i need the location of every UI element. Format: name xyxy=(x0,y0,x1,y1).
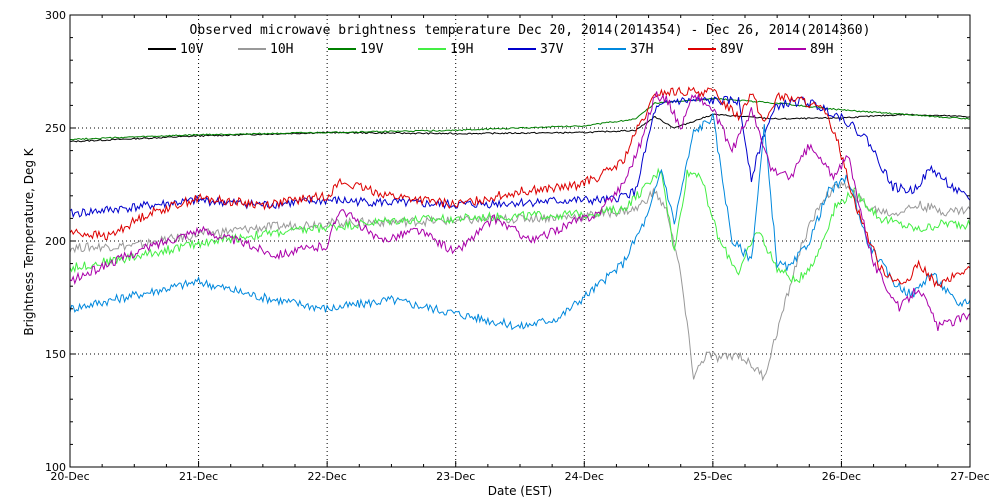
x-tick-label: 26-Dec xyxy=(822,470,861,483)
x-tick-label: 27-Dec xyxy=(950,470,989,483)
legend: 10V 10H 19V 19H 37V 37H 89V 89H xyxy=(148,42,833,57)
legend-label-37V: 37V xyxy=(540,42,564,57)
series-line-19V xyxy=(69,97,970,141)
series-line-37V xyxy=(69,95,971,219)
chart-title: Observed microwave brightness temperatur… xyxy=(190,23,871,38)
x-tick-label: 21-Dec xyxy=(179,470,218,483)
x-tick-label: 23-Dec xyxy=(436,470,475,483)
legend-label-10V: 10V xyxy=(180,42,204,57)
legend-label-19V: 19V xyxy=(360,42,384,57)
legend-label-10H: 10H xyxy=(270,42,293,57)
series-line-89V xyxy=(69,86,971,289)
y-tick-label: 300 xyxy=(45,9,66,22)
ticks: 20-Dec 21-Dec 22-Dec 23-Dec 24-Dec 25-Dec 26-D… xyxy=(45,9,990,483)
series-line-19H xyxy=(69,167,971,284)
series-layer xyxy=(69,86,971,382)
y-tick-label: 200 xyxy=(45,235,66,248)
x-axis-label: Date (EST) xyxy=(488,484,552,498)
x-tick-label: 20-Dec xyxy=(50,470,89,483)
y-tick-label: 150 xyxy=(45,348,66,361)
y-axis-label: Brightness Temperature, Deg K xyxy=(22,147,36,335)
legend-label-89V: 89V xyxy=(720,42,744,57)
x-tick-label: 24-Dec xyxy=(565,470,604,483)
x-tick-label: 25-Dec xyxy=(693,470,732,483)
series-line-10H xyxy=(69,181,971,382)
y-tick-label: 100 xyxy=(45,461,66,474)
series-line-37H xyxy=(69,113,971,331)
x-tick-label: 22-Dec xyxy=(308,470,347,483)
legend-label-37H: 37H xyxy=(630,42,653,57)
grid xyxy=(70,15,970,467)
legend-label-89H: 89H xyxy=(810,42,833,57)
y-tick-label: 250 xyxy=(45,122,66,135)
series-line-89H xyxy=(69,91,971,331)
series-line-10V xyxy=(69,113,971,143)
legend-label-19H: 19H xyxy=(450,42,473,57)
